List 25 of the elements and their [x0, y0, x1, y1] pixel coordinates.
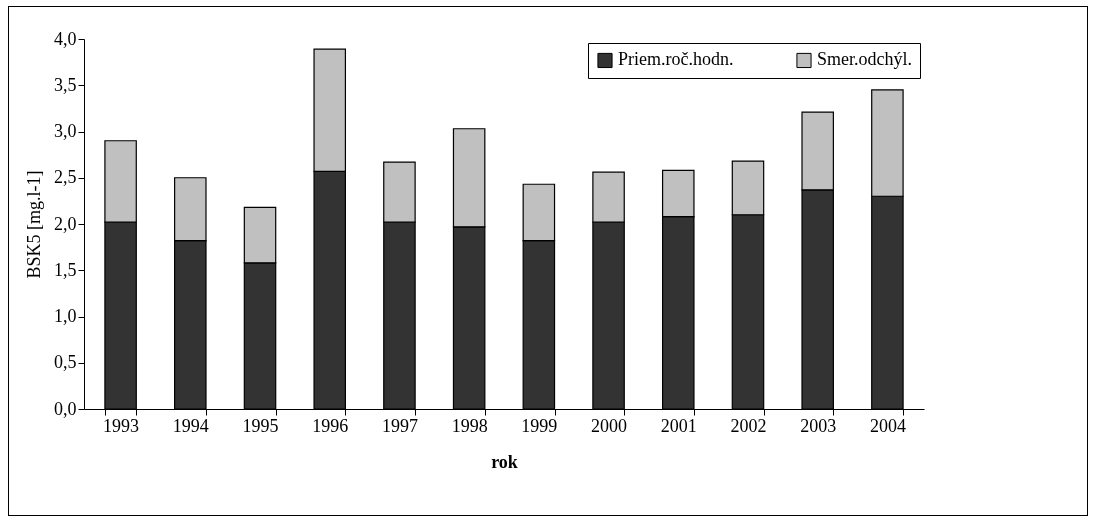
x-tick-label: 1999: [521, 415, 558, 436]
y-tick-label: 1,0: [54, 306, 77, 326]
x-tick-label: 2000: [591, 415, 628, 436]
legend-label: Priem.roč.hodn.: [618, 49, 734, 70]
y-axis-title: BSK5 [mg.l-1]: [24, 170, 44, 279]
y-tick-label: 2,0: [54, 213, 77, 234]
y-tick-label: 0,0: [54, 398, 77, 419]
x-tick-label: 2002: [730, 415, 767, 436]
y-tick-label: 3,5: [54, 74, 77, 95]
x-tick-label: 2004: [869, 415, 906, 436]
legend-label: Smer.odchýl.: [817, 49, 912, 70]
x-axis-title: rok: [491, 451, 518, 472]
x-tick-label: 1994: [172, 415, 209, 436]
x-tick-label: 1996: [312, 415, 349, 436]
x-tick-label: 2001: [660, 415, 697, 436]
x-tick-label: 1993: [103, 415, 140, 436]
x-tick-label: 1995: [242, 415, 279, 436]
x-tick-label: 1998: [451, 415, 488, 436]
y-tick-label: 0,5: [54, 352, 77, 373]
y-tick-label: 4,0: [54, 28, 77, 49]
y-tick-label: 2,5: [54, 167, 77, 188]
y-tick-label: 1,5: [54, 259, 77, 280]
y-tick-label: 3,0: [54, 121, 77, 141]
x-tick-label: 2003: [800, 415, 837, 436]
x-tick-label: 1997: [381, 415, 418, 436]
